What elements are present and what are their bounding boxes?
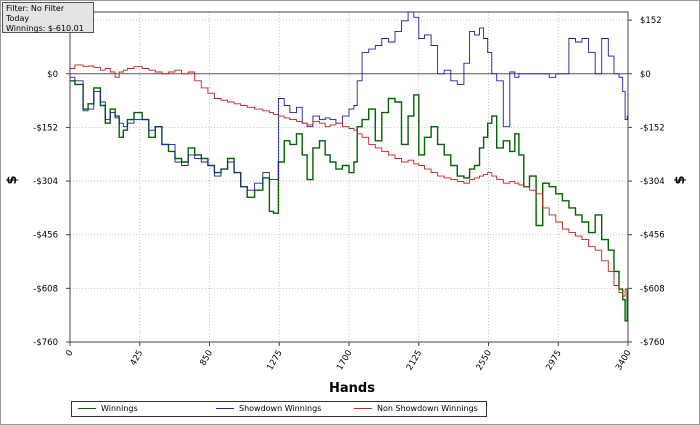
y-tick-label-left: -$760 [33,338,58,348]
x-tick-label: 1275 [265,349,284,373]
legend-label-showdown-winnings: Showdown Winnings [239,404,322,413]
y-tick-labels-left: $152$0-$152-$304-$456-$608-$760 [33,16,70,348]
y-axis-title-left: $ [5,175,20,184]
y-axis-title-right: $ [673,175,688,184]
legend-swatch-non-showdown [354,408,372,409]
x-axis-title: Hands [329,381,375,396]
y-tick-label-left: -$152 [33,123,58,133]
legend-item-showdown-winnings[interactable]: Showdown Winnings [210,402,321,416]
x-tick-label: 2975 [544,349,563,373]
legend-item-winnings[interactable]: Winnings [72,402,138,416]
x-tick-label: 1700 [335,349,354,373]
x-tick-label: 0 [64,349,75,359]
y-tick-label-right: -$608 [640,284,665,294]
y-tick-label-left: -$456 [33,231,58,241]
x-tick-label: 2125 [405,349,424,373]
y-tick-label-right: -$456 [640,231,665,241]
series-line-non-showdown-winnings [70,64,628,297]
series-layer [70,11,628,322]
x-tick-label: 425 [129,349,146,368]
x-tick-label: 850 [198,349,215,368]
y-tick-labels-right: $152 $0 -$152 -$304 -$456 -$608 -$760 [628,16,665,348]
legend-swatch-showdown [216,408,234,409]
legend-label-winnings: Winnings [101,404,138,413]
x-tick-labels: 0 425 850 1275 1700 2125 2550 2975 3400 [64,342,634,373]
y-tick-label-right: -$304 [640,177,665,187]
winnings-total-label: Winnings: $-610.01 [6,24,84,33]
legend-item-non-showdown-winnings[interactable]: Non Showdown Winnings [348,402,478,416]
legend: Winnings Showdown Winnings Non Showdown … [71,401,487,417]
legend-label-non-showdown-winnings: Non Showdown Winnings [377,404,478,413]
y-tick-label-left: $0 [47,70,58,80]
x-tick-label: 2550 [475,349,494,373]
filter-label: Filter: No Filter [6,4,65,13]
y-tick-label-right: -$760 [640,338,665,348]
period-label: Today [6,14,30,23]
filter-info-box: Filter: No Filter Today Winnings: $-610.… [2,2,94,33]
x-tick-label: 3400 [614,349,633,373]
legend-swatch-winnings [78,408,96,409]
series-line-winnings [70,80,628,322]
y-tick-label-left: -$304 [33,177,58,187]
y-tick-label-left: -$608 [33,284,58,294]
y-tick-label-right: $152 [640,16,662,26]
y-tick-label-right: $0 [640,70,651,80]
grid [70,12,628,342]
series-line-showdown-winnings [70,11,628,191]
y-tick-label-right: -$152 [640,123,665,133]
